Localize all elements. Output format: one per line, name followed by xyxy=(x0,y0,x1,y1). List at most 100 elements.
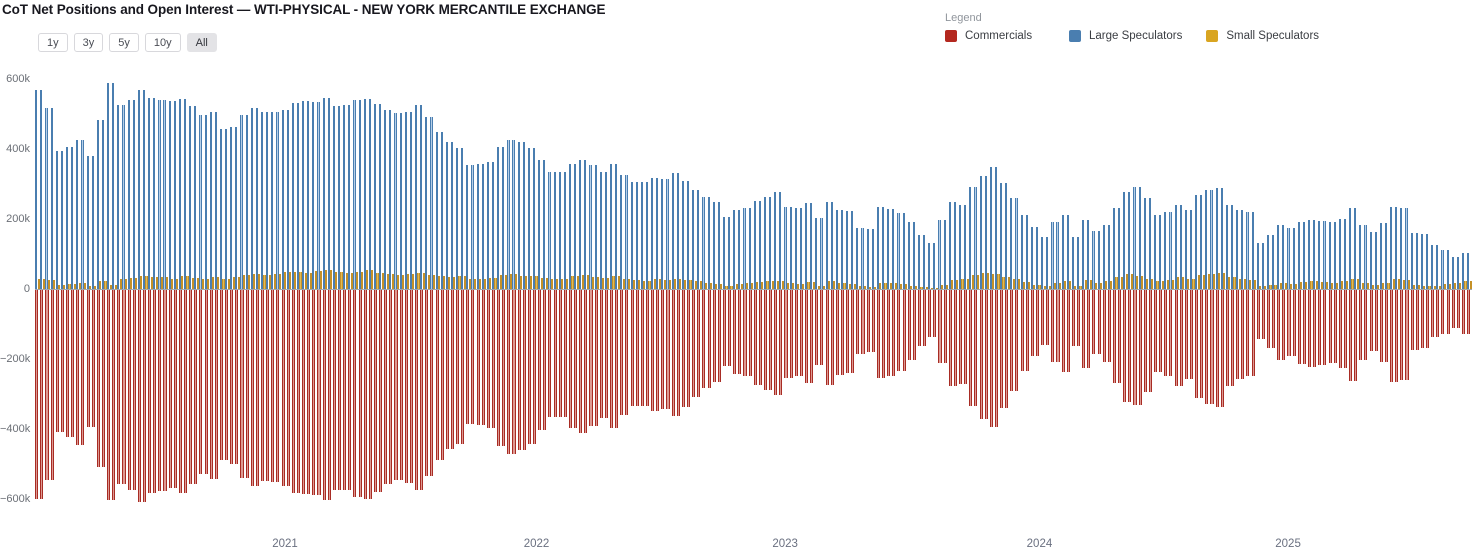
bar-group[interactable] xyxy=(1205,79,1216,499)
bar-group[interactable] xyxy=(168,79,179,499)
bar-group[interactable] xyxy=(486,79,497,499)
legend-item-small-speculators[interactable]: Small Speculators xyxy=(1206,30,1319,42)
bar-group[interactable] xyxy=(979,79,990,499)
bar-group[interactable] xyxy=(938,79,949,499)
bar-group[interactable] xyxy=(1112,79,1123,499)
bar-group[interactable] xyxy=(137,79,148,503)
bar-group[interactable] xyxy=(117,79,128,499)
bar-group[interactable] xyxy=(507,79,518,499)
bar-group[interactable] xyxy=(784,79,795,499)
bar-group[interactable] xyxy=(1236,79,1246,499)
bar-group[interactable] xyxy=(384,79,394,499)
bar-group[interactable] xyxy=(1400,79,1411,499)
bar-group[interactable] xyxy=(538,79,548,499)
bar-group[interactable] xyxy=(1041,79,1051,499)
bar-group[interactable] xyxy=(969,79,979,499)
bar-group[interactable] xyxy=(456,79,466,499)
bar-group[interactable] xyxy=(702,79,713,499)
bar-group[interactable] xyxy=(394,79,405,499)
bar-group[interactable] xyxy=(55,79,66,499)
bar-group[interactable] xyxy=(948,79,959,499)
bar-group[interactable] xyxy=(1379,79,1390,499)
bar-group[interactable] xyxy=(1225,79,1236,499)
bar-group[interactable] xyxy=(815,79,825,499)
bar-group[interactable] xyxy=(1256,79,1267,499)
bar-group[interactable] xyxy=(1451,79,1462,499)
bar-group[interactable] xyxy=(497,79,507,499)
bar-group[interactable] xyxy=(805,79,815,499)
bar-group[interactable] xyxy=(1195,79,1205,499)
bar-group[interactable] xyxy=(250,79,261,499)
bar-group[interactable] xyxy=(774,79,784,499)
bar-group[interactable] xyxy=(271,79,281,499)
bar-group[interactable] xyxy=(661,79,672,499)
bar-group[interactable] xyxy=(189,79,199,499)
range-button-1y[interactable]: 1y xyxy=(38,33,68,52)
bar-group[interactable] xyxy=(589,79,600,499)
bar-group[interactable] xyxy=(312,79,323,499)
bar-group[interactable] xyxy=(1051,79,1062,499)
bar-group[interactable] xyxy=(1215,79,1226,499)
bar-group[interactable] xyxy=(579,79,589,499)
bar-group[interactable] xyxy=(466,79,477,499)
bar-group[interactable] xyxy=(753,79,764,499)
bar-group[interactable] xyxy=(281,79,292,499)
bar-group[interactable] xyxy=(1461,79,1472,499)
bar-group[interactable] xyxy=(733,79,743,499)
bar-group[interactable] xyxy=(373,79,384,499)
bar-group[interactable] xyxy=(1133,79,1144,499)
bar-group[interactable] xyxy=(219,79,230,499)
bar-group[interactable] xyxy=(1410,79,1421,499)
bar-group[interactable] xyxy=(548,79,559,499)
bar-group[interactable] xyxy=(86,79,97,499)
bar-group[interactable] xyxy=(1164,79,1174,499)
bar-group[interactable] xyxy=(651,79,661,499)
bar-group[interactable] xyxy=(1174,79,1185,499)
bar-group[interactable] xyxy=(743,79,754,499)
bar-group[interactable] xyxy=(230,79,240,499)
bar-group[interactable] xyxy=(158,79,169,499)
bar-group[interactable] xyxy=(353,79,364,499)
bar-group[interactable] xyxy=(640,79,651,499)
range-button-5y[interactable]: 5y xyxy=(109,33,139,52)
bar-group[interactable] xyxy=(1082,79,1092,499)
bar-group[interactable] xyxy=(722,79,733,499)
bar-group[interactable] xyxy=(343,79,353,499)
bar-group[interactable] xyxy=(1307,79,1318,499)
cot-bar-chart[interactable]: 600k 400k 200k 0 −200k −400k −600k 2021 2022 2023… xyxy=(0,60,1480,555)
bar-group[interactable] xyxy=(1266,79,1277,499)
bar-group[interactable] xyxy=(917,79,928,499)
bar-group[interactable] xyxy=(291,79,302,499)
bar-group[interactable] xyxy=(1441,79,1452,499)
bar-group[interactable] xyxy=(763,79,774,499)
bar-group[interactable] xyxy=(65,79,76,499)
bar-group[interactable] xyxy=(404,79,415,499)
bar-group[interactable] xyxy=(712,79,723,499)
bar-group[interactable] xyxy=(907,79,918,499)
bar-group[interactable] xyxy=(866,79,877,499)
bar-group[interactable] xyxy=(199,79,210,499)
bar-group[interactable] xyxy=(558,79,569,499)
bar-group[interactable] xyxy=(127,79,138,499)
range-button-3y[interactable]: 3y xyxy=(73,33,104,52)
bar-group[interactable] xyxy=(1061,79,1072,499)
bar-group[interactable] xyxy=(1328,79,1339,499)
bar-group[interactable] xyxy=(620,79,630,499)
bar-group[interactable] xyxy=(527,79,538,499)
bar-group[interactable] xyxy=(630,79,641,499)
bar-group[interactable] xyxy=(1030,79,1041,499)
bar-group[interactable] xyxy=(1020,79,1031,499)
bar-group[interactable] xyxy=(1071,79,1082,499)
bar-group[interactable] xyxy=(209,79,220,499)
bar-group[interactable] xyxy=(1102,79,1113,499)
bar-group[interactable] xyxy=(322,79,333,500)
bar-group[interactable] xyxy=(1000,79,1010,499)
bar-group[interactable] xyxy=(476,79,487,499)
bar-group[interactable] xyxy=(445,79,456,499)
bar-group[interactable] xyxy=(825,79,836,499)
bar-group[interactable] xyxy=(1287,79,1298,499)
bar-group[interactable] xyxy=(1297,79,1308,499)
bar-group[interactable] xyxy=(1092,79,1103,499)
bar-group[interactable] xyxy=(856,79,867,499)
bar-group[interactable] xyxy=(835,79,846,499)
